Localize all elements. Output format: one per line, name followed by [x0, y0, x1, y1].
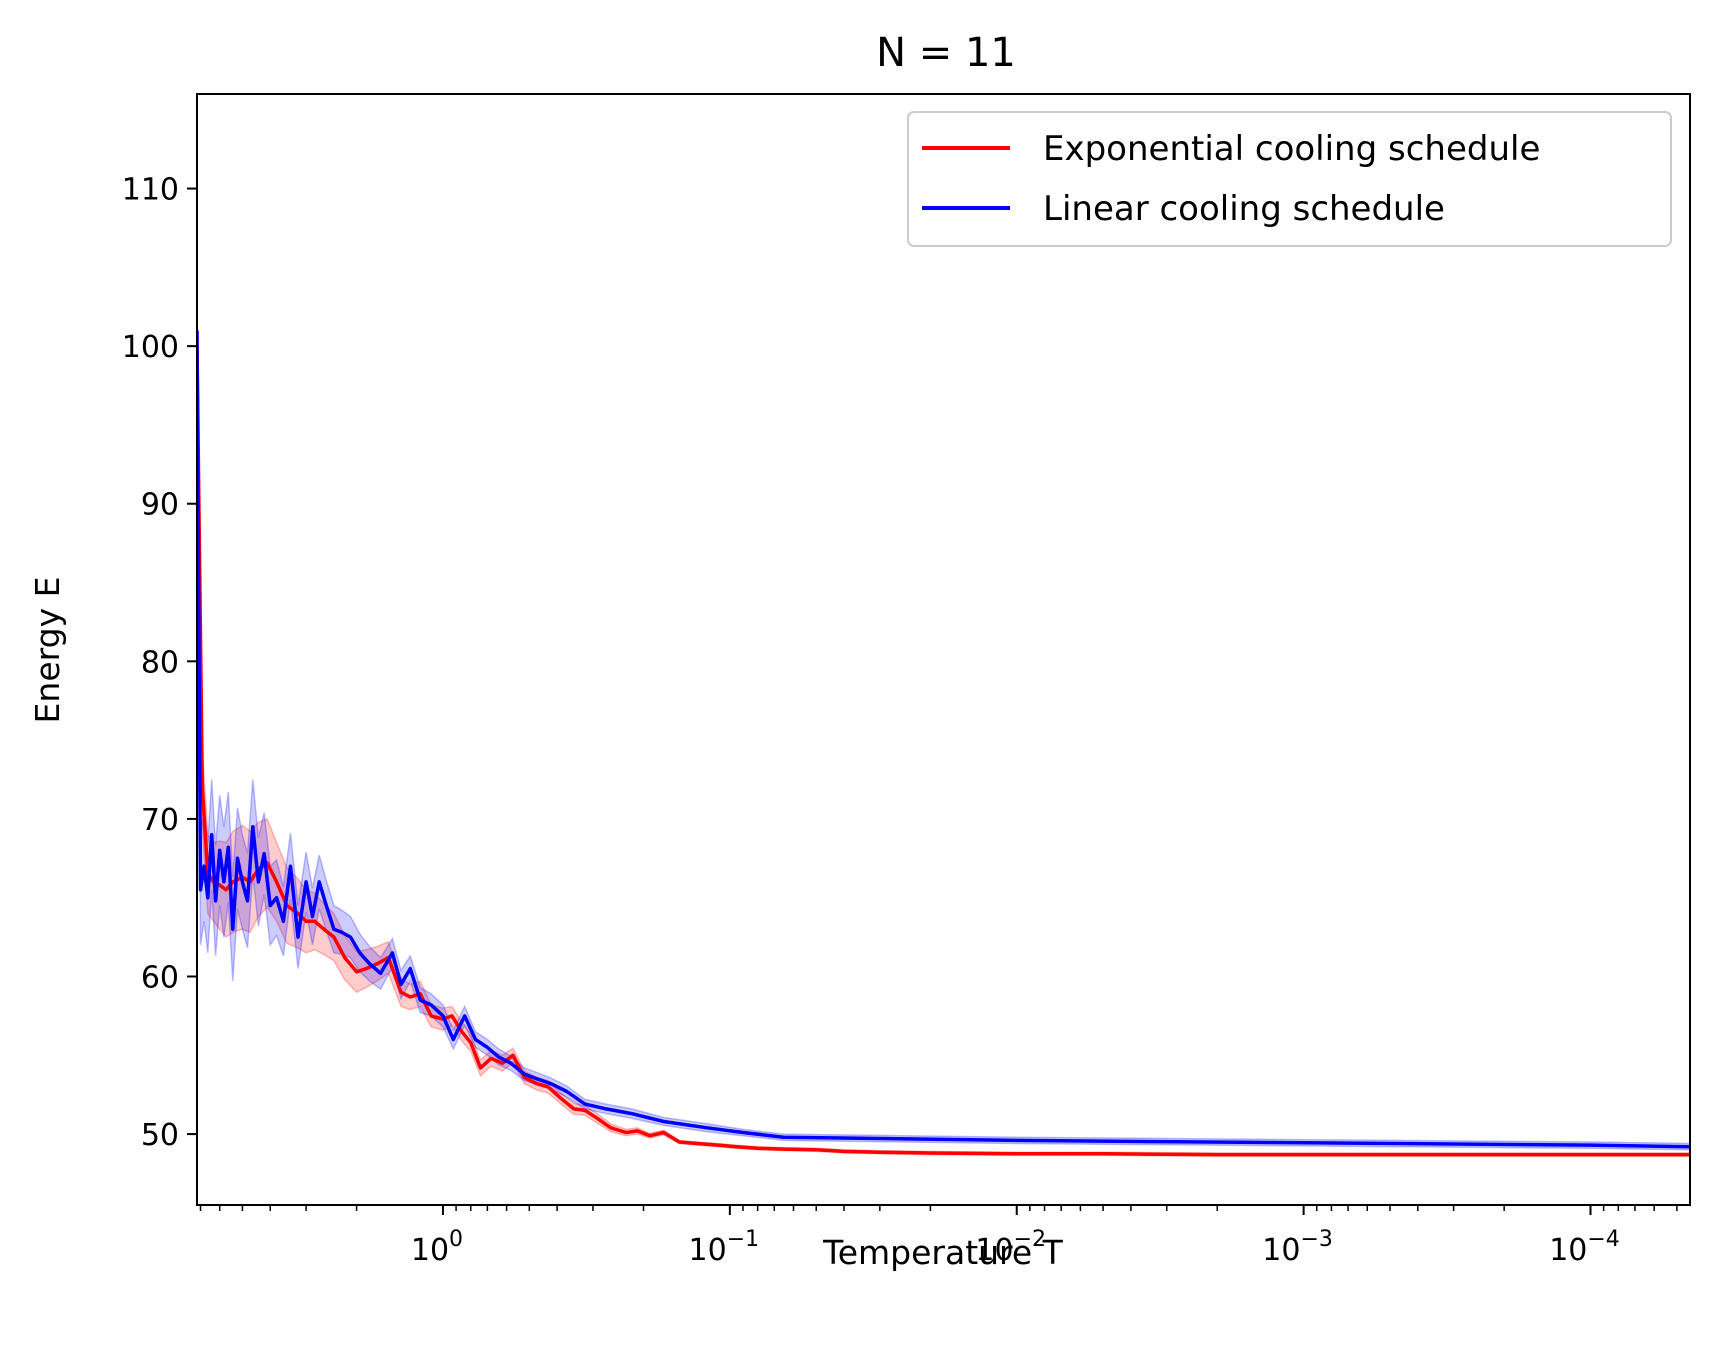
- band-exponential: [197, 322, 1690, 1157]
- legend: Exponential cooling schedule Linear cool…: [907, 111, 1672, 247]
- y-tick-label: 50: [141, 1118, 179, 1153]
- y-tick-label: 110: [122, 173, 179, 208]
- y-tick-label: 80: [141, 645, 179, 680]
- legend-label-exponential: Exponential cooling schedule: [1043, 129, 1540, 169]
- x-tick-label: 100: [411, 1227, 463, 1268]
- series-line-linear: [197, 330, 1690, 1149]
- y-axis-ticks: 50 60 70 80 90 100 110: [122, 173, 197, 1153]
- band-linear: [197, 306, 1690, 1151]
- x-axis-label: Temperature T: [822, 1233, 1064, 1272]
- y-tick-label: 90: [141, 488, 179, 523]
- plot-frame: [196, 93, 1691, 1206]
- x-tick-label: 10−2: [975, 1227, 1046, 1268]
- chart-title: N = 11: [876, 30, 1016, 76]
- x-axis-ticks: 100 10−1 10−2 10−3 10−4: [199, 1205, 1678, 1268]
- series-lines: [197, 330, 1690, 1157]
- y-axis-label: Energy E: [28, 577, 67, 724]
- x-tick-label: 10−4: [1549, 1227, 1620, 1268]
- y-tick-label: 60: [141, 960, 179, 995]
- confidence-bands: [197, 306, 1690, 1157]
- legend-box: [907, 111, 1672, 247]
- y-tick-label: 100: [122, 330, 179, 365]
- x-tick-label: 10−1: [689, 1227, 760, 1268]
- y-tick-label: 70: [141, 803, 179, 838]
- legend-label-linear: Linear cooling schedule: [1043, 189, 1445, 229]
- series-line-exponential: [197, 346, 1690, 1157]
- x-tick-label: 10−3: [1262, 1227, 1333, 1268]
